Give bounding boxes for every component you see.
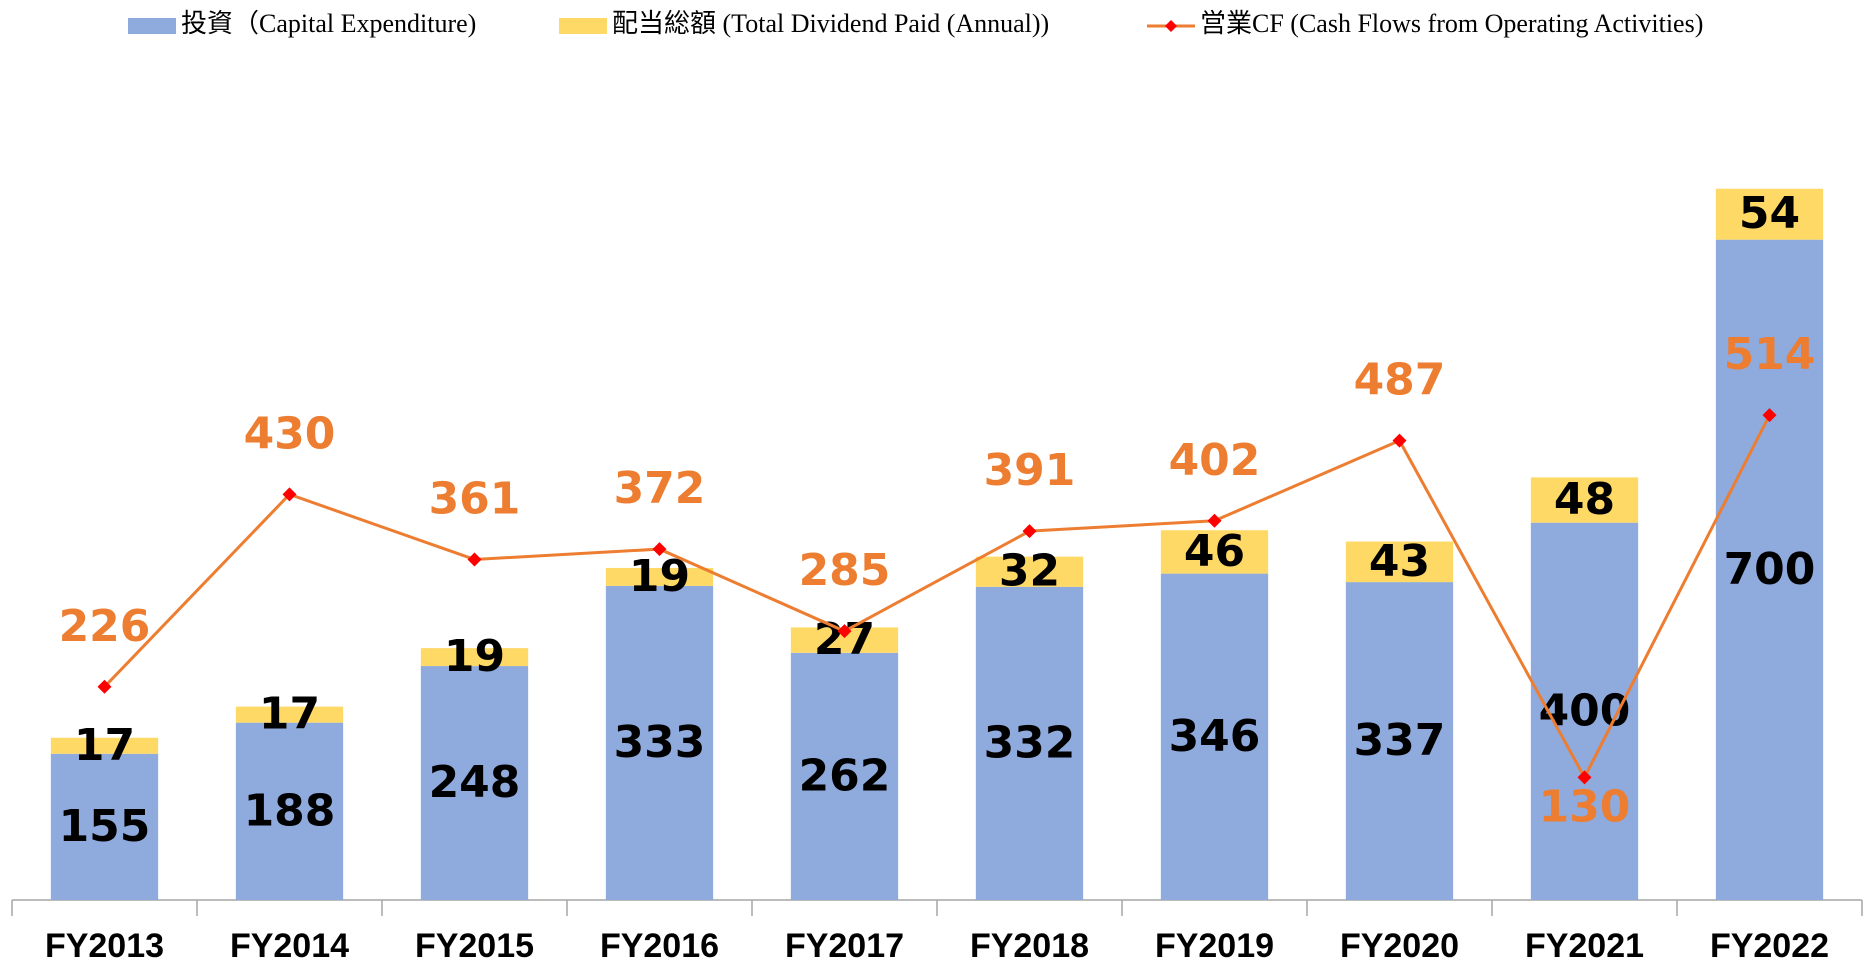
bar-segment <box>235 706 344 723</box>
bar-value-label: 17 <box>74 720 135 771</box>
bar-segment <box>1715 188 1824 240</box>
bar-segment <box>790 652 899 900</box>
line-marker <box>467 552 482 567</box>
bar-value-label: 19 <box>444 631 505 682</box>
line <box>103 414 1771 781</box>
bar-value-label: 700 <box>1724 544 1816 595</box>
x-tick-label: FY2014 <box>230 927 349 965</box>
bar-segment <box>605 567 714 586</box>
bar-value-label: 43 <box>1369 536 1430 587</box>
bar-value-label: 332 <box>984 717 1076 768</box>
line-marker <box>652 542 667 557</box>
line-value-label: 130 <box>1539 781 1631 832</box>
x-tick-label: FY2017 <box>785 927 904 965</box>
legend-swatch <box>559 18 607 34</box>
bar-segment <box>1715 239 1824 900</box>
bar-value-label: 46 <box>1184 526 1245 577</box>
bar-segment <box>50 737 159 754</box>
legend-label: 営業CF (Cash Flows from Operating Activiti… <box>1200 9 1703 38</box>
legend-label: 配当総額 (Total Dividend Paid (Annual)) <box>612 9 1049 38</box>
bar-value-label: 17 <box>259 689 320 740</box>
bar-segment <box>1160 573 1269 900</box>
line-marker <box>97 679 112 694</box>
legend-marker <box>1165 20 1177 32</box>
line-marker <box>282 487 297 502</box>
x-tick-label: FY2013 <box>45 927 164 965</box>
x-tick-label: FY2022 <box>1710 927 1829 965</box>
bar-segment <box>1160 530 1269 574</box>
bar-segment <box>235 722 344 900</box>
bar-value-label: 155 <box>59 801 151 852</box>
line-value-label: 514 <box>1724 329 1816 380</box>
bar-value-label: 248 <box>429 757 521 808</box>
legend-label: 投資（Capital Expenditure) <box>181 9 476 38</box>
bar-segment <box>975 586 1084 900</box>
bar-segment <box>1345 582 1454 900</box>
x-tick-label: FY2015 <box>415 927 534 965</box>
bar-segment <box>605 585 714 900</box>
line-value-label: 402 <box>1169 435 1261 486</box>
bar-segment <box>50 753 159 900</box>
bar-segment <box>1345 541 1454 583</box>
legend-swatch <box>128 18 176 34</box>
bar-value-label: 54 <box>1739 188 1800 239</box>
line-marker <box>837 624 852 639</box>
x-tick-label: FY2019 <box>1155 927 1274 965</box>
bar-value-label: 400 <box>1539 685 1631 736</box>
bar-value-label: 346 <box>1169 711 1261 762</box>
line-marker <box>1762 408 1777 423</box>
line-marker <box>1207 513 1222 528</box>
x-tick-label: FY2021 <box>1525 927 1644 965</box>
line-marker <box>1022 524 1037 539</box>
bar-segment <box>1530 477 1639 523</box>
x-tick-label: FY2016 <box>600 927 719 965</box>
line-value-label: 372 <box>614 463 706 514</box>
bar-segment <box>420 648 529 667</box>
bar-value-label: 262 <box>799 750 891 801</box>
line-value-label: 226 <box>59 601 151 652</box>
line-marker <box>1392 433 1407 448</box>
bar-value-label: 48 <box>1554 474 1615 525</box>
line-marker <box>1577 770 1592 785</box>
line-value-label: 361 <box>429 473 521 524</box>
line-value-label: 487 <box>1354 355 1446 406</box>
line-value-label: 285 <box>799 545 891 596</box>
x-tick-label: FY2018 <box>970 927 1089 965</box>
bar-value-label: 32 <box>999 546 1060 597</box>
bar-value-label: 333 <box>614 717 706 768</box>
bar-value-label: 188 <box>244 785 336 836</box>
line-value-label: 391 <box>984 445 1076 496</box>
line-value-label: 430 <box>244 408 336 459</box>
bar-segment <box>420 666 529 900</box>
bar-segment <box>975 556 1084 587</box>
x-tick-label: FY2020 <box>1340 927 1459 965</box>
bar-value-label: 337 <box>1354 715 1446 766</box>
